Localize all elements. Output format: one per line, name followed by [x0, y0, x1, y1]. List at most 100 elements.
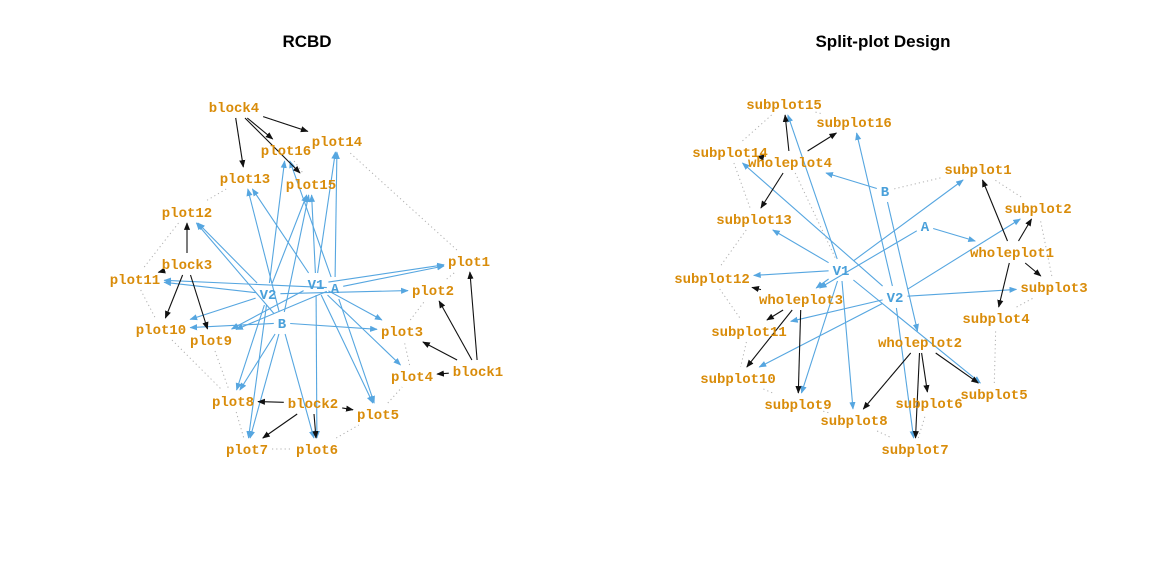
splitplot-node-subplot9: subplot9 [764, 398, 831, 414]
splitplot-neighbor-edge-subplot4-to-subplot3 [1016, 297, 1034, 308]
rcbd-treatment-edge-V1-to-plot3 [328, 290, 383, 321]
rcbd-treatment-edge-B-to-plot8 [239, 333, 276, 391]
splitplot-node-wholeplot1: wholeplot1 [970, 246, 1054, 262]
rcbd-structure-edge-block1-to-plot4 [436, 370, 449, 377]
splitplot-neighbor-edge-subplot13-to-subplot12 [719, 229, 747, 268]
rcbd-structure-edge-block2-to-plot5 [342, 405, 354, 412]
rcbd-node-plot10: plot10 [136, 323, 186, 339]
rcbd-node-plot16: plot16 [261, 144, 311, 160]
splitplot-neighbor-edge-subplot9-to-subplot8 [823, 410, 829, 414]
rcbd-node-B: B [278, 317, 287, 333]
splitplot-node-subplot3: subplot3 [1020, 281, 1087, 297]
splitplot-structure-edge-wholeplot4-to-subplot13 [760, 172, 784, 209]
splitplot-structure-edge-wholeplot2-to-subplot8 [862, 352, 912, 410]
rcbd-neighbor-edge-plot1-to-plot14 [348, 151, 458, 251]
splitplot-treatment-edge-V1-to-subplot8 [841, 280, 856, 410]
rcbd-structure-edge-block2-to-plot8 [257, 398, 284, 405]
splitplot-structure-edge-wholeplot3-to-subplot11 [766, 309, 784, 321]
rcbd-node-plot15: plot15 [286, 178, 336, 194]
splitplot-node-subplot14: subplot14 [692, 146, 768, 162]
rcbd-treatment-edge-A-to-plot5 [338, 298, 375, 404]
rcbd-neighbor-edges [140, 116, 458, 450]
splitplot-neighbor-edge-subplot6-to-subplot5 [958, 397, 965, 400]
rcbd-treatment-edge-V2-to-plot7 [246, 304, 268, 439]
splitplot-treatment-edge-V1-to-subplot13 [772, 229, 829, 264]
splitplot-neighbor-edge-subplot11-to-subplot10 [740, 341, 747, 368]
rcbd-treatment-edge-B-to-plot6 [284, 333, 316, 439]
splitplot-treatment-edge-V2-to-subplot11 [790, 299, 883, 323]
splitplot-neighbor-edge-subplot10-to-subplot9 [763, 388, 773, 394]
rcbd-neighbor-edge-plot12-to-plot11 [143, 222, 179, 269]
rcbd-treatment-edge-V2-to-plot12 [197, 222, 258, 284]
splitplot-node-A: A [921, 220, 930, 236]
splitplot-node-subplot12: subplot12 [674, 272, 750, 288]
splitplot-node-V1: V1 [833, 264, 850, 280]
splitplot-node-subplot1: subplot1 [944, 163, 1011, 179]
rcbd-structure-edge-block3-to-plot10 [164, 274, 184, 319]
rcbd-node-plot1: plot1 [448, 255, 490, 271]
splitplot-node-subplot6: subplot6 [895, 397, 962, 413]
rcbd-node-plot13: plot13 [220, 172, 270, 188]
rcbd-treatment-edge-V2-to-plot15 [271, 194, 308, 284]
rcbd-treatment-edge-A-to-plot9 [235, 290, 328, 331]
rcbd-structure-edge-block1-to-plot3 [422, 341, 458, 361]
rcbd-treatment-edge-A-to-plot14 [333, 151, 340, 278]
splitplot-node-wholeplot2: wholeplot2 [878, 336, 962, 352]
splitplot-neighbor-edge-subplot8-to-subplot7 [876, 430, 893, 439]
splitplot-structure-edge-wholeplot1-to-subplot1 [981, 179, 1009, 242]
rcbd-neighbor-edge-plot5-to-plot4 [387, 386, 403, 404]
rcbd-structure-edge-block4-to-plot16 [246, 117, 274, 140]
splitplot-neighbor-edge-subplot7-to-subplot6 [917, 413, 927, 439]
rcbd-treatment-edge-B-to-plot13 [246, 188, 280, 313]
rcbd-structure-edge-block3-to-plot9 [189, 274, 209, 330]
splitplot-treatment-edge-V1-to-subplot15 [787, 114, 838, 260]
splitplot-node-subplot10: subplot10 [700, 372, 776, 388]
rcbd-neighbor-edge-plot9-to-plot8 [214, 350, 230, 391]
splitplot-treatment-edge-V1-to-subplot1 [853, 179, 964, 262]
splitplot-structure-edge-wholeplot1-to-subplot3 [1024, 262, 1042, 277]
rcbd-treatment-edge-V1-to-plot6 [313, 294, 320, 439]
splitplot-panel: Split-plot Design subplot15subplot16subp… [674, 32, 1087, 459]
rcbd-structure-edge-block4-to-plot14 [263, 116, 309, 133]
rcbd-treatment-edge-V1-to-plot15 [308, 194, 316, 274]
rcbd-structure-edge-block1-to-plot1 [467, 271, 478, 361]
rcbd-node-plot3: plot3 [381, 325, 423, 341]
rcbd-node-plot11: plot11 [110, 273, 160, 289]
rcbd-treatment-edge-V2-to-plot16 [268, 160, 287, 284]
rcbd-treatment-edge-V1-to-plot5 [320, 294, 374, 404]
rcbd-treatment-edge-V1-to-plot13 [251, 188, 310, 274]
splitplot-node-B: B [881, 185, 890, 201]
rcbd-treatment-edge-V1-to-plot9 [230, 290, 304, 330]
splitplot-structure-edge-wholeplot2-to-subplot6 [921, 352, 930, 393]
splitplot-node-subplot16: subplot16 [816, 116, 892, 132]
splitplot-node-subplot2: subplot2 [1004, 202, 1071, 218]
splitplot-node-subplot8: subplot8 [820, 414, 887, 430]
splitplot-treatment-edges [741, 114, 1021, 439]
splitplot-node-subplot7: subplot7 [881, 443, 948, 459]
splitplot-treatment-edge-V2-to-subplot10 [758, 302, 883, 368]
splitplot-treatment-edge-V1-to-subplot12 [753, 270, 829, 279]
splitplot-structure-edge-wholeplot4-to-subplot14 [756, 154, 765, 161]
rcbd-neighbor-edge-plot13-to-plot12 [205, 188, 227, 202]
rcbd-node-plot7: plot7 [226, 443, 268, 459]
rcbd-node-block4: block4 [209, 101, 259, 117]
splitplot-structure-edge-wholeplot1-to-subplot4 [997, 262, 1010, 308]
splitplot-node-subplot13: subplot13 [716, 213, 792, 229]
rcbd-treatment-edge-A-to-plot1 [343, 264, 445, 287]
rcbd-node-plot4: plot4 [391, 370, 433, 386]
rcbd-node-plot14: plot14 [312, 135, 362, 151]
rcbd-treatment-edge-A-to-plot16 [289, 160, 332, 278]
rcbd-treatment-edges [163, 151, 445, 439]
rcbd-node-plot12: plot12 [162, 206, 212, 222]
splitplot-treatment-edge-V2-to-subplot3 [907, 286, 1018, 297]
rcbd-structure-edges [157, 116, 478, 439]
splitplot-neighbor-edge-subplot12-to-subplot11 [719, 288, 742, 321]
splitplot-treatment-edge-A-to-wholeplot3 [819, 230, 918, 289]
splitplot-node-wholeplot3: wholeplot3 [759, 293, 843, 309]
splitplot-structure-edge-wholeplot3-to-subplot10 [746, 309, 793, 368]
rcbd-structure-edge-block1-to-plot2 [438, 300, 473, 361]
rcbd-treatment-edge-B-to-plot3 [290, 322, 378, 332]
